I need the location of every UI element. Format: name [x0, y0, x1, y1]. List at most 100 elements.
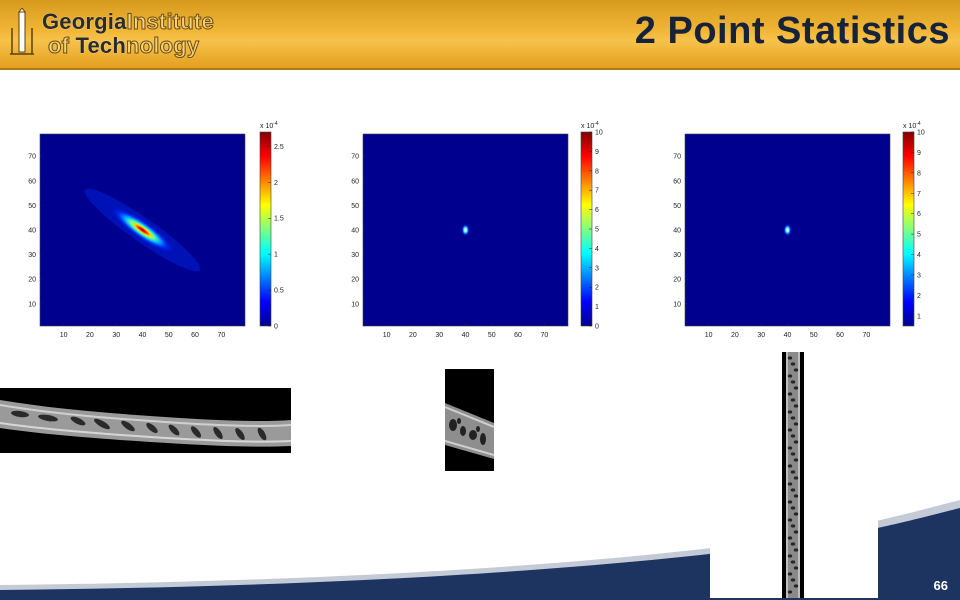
x-tick-label: 40	[462, 332, 470, 339]
y-tick-label: 30	[351, 252, 359, 259]
colorbar-tick-label: 0	[595, 324, 599, 331]
pore	[790, 380, 796, 384]
pore	[793, 404, 799, 408]
correlation-peak	[461, 224, 470, 236]
y-tick-label: 60	[673, 178, 681, 185]
colorbar-tick-label: 5	[595, 227, 599, 234]
pore	[787, 374, 793, 378]
pore	[790, 560, 796, 564]
colorbar-tick-label: 1	[595, 304, 599, 311]
pore	[790, 362, 796, 366]
x-tick-label: 10	[383, 332, 391, 339]
pore	[790, 506, 796, 510]
pore	[787, 518, 793, 522]
microstructure-image-1	[0, 388, 291, 453]
pore	[790, 452, 796, 456]
y-tick-label: 40	[351, 228, 359, 235]
colorbar-exponent: x 10-4	[260, 121, 278, 130]
microstructure-image-3	[710, 352, 878, 598]
heatmap-panel-3: 10 20 30 40 50 60 70 10 20 30 40 50 60 70 x 10-4 1 2 3 4 5 6…	[673, 121, 925, 339]
pore	[787, 536, 793, 540]
y-tick-label: 70	[673, 154, 681, 161]
heatmap-panel-1: 10 20 30 40 50 60 70 10 20 30 40 50 60 70 x 10-4 0 0.5 1 1…	[28, 121, 284, 339]
logo-line-1: GeorgiaInstitute	[42, 9, 214, 34]
pore	[790, 470, 796, 474]
pore	[787, 446, 793, 450]
y-tick-label: 20	[673, 277, 681, 284]
pore	[787, 428, 793, 432]
pore	[790, 434, 796, 438]
colorbar	[902, 131, 915, 327]
colorbar	[259, 131, 272, 327]
colorbar-tick-label: 9	[595, 149, 599, 156]
y-tick-label: 20	[351, 277, 359, 284]
x-tick-label: 70	[540, 332, 548, 339]
correlation-peak	[110, 206, 175, 254]
pore	[793, 458, 799, 462]
x-tick-label: 30	[112, 332, 120, 339]
y-tick-label: 30	[28, 252, 36, 259]
colorbar-tick-label: 5	[917, 232, 921, 239]
y-tick-label: 50	[28, 203, 36, 210]
pore	[790, 488, 796, 492]
x-tick-label: 60	[191, 332, 199, 339]
pore	[790, 542, 796, 546]
pore	[787, 590, 793, 594]
x-tick-label: 40	[784, 332, 792, 339]
x-tick-label: 50	[165, 332, 173, 339]
pore	[790, 398, 796, 402]
x-tick-label: 40	[139, 332, 147, 339]
y-tick-label: 60	[351, 178, 359, 185]
colorbar-tick-label: 8	[595, 168, 599, 175]
heatmap-panel-2: 10 20 30 40 50 60 70 10 20 30 40 50 60 70 x 10-4 0 1 2 3 4 5…	[351, 121, 603, 339]
pore	[793, 476, 799, 480]
colorbar-exponent: x 10-4	[903, 121, 921, 130]
colorbar-tick-label: 9	[917, 150, 921, 157]
pore	[787, 392, 793, 396]
pore	[787, 500, 793, 504]
colorbar-tick-label: 6	[917, 211, 921, 218]
colorbar-tick-label: 6	[595, 207, 599, 214]
y-tick-label: 10	[351, 301, 359, 308]
x-tick-label: 10	[60, 332, 68, 339]
colorbar-tick-label: 10	[595, 130, 603, 137]
x-tick-label: 20	[409, 332, 417, 339]
colorbar-tick-label: 1.5	[274, 216, 284, 223]
colorbar-tick-label: 7	[595, 188, 599, 195]
pore	[793, 512, 799, 516]
pore	[787, 572, 793, 576]
pore	[793, 530, 799, 534]
y-tick-label: 20	[28, 277, 36, 284]
pore	[790, 416, 796, 420]
colorbar-tick-label: 0	[274, 324, 278, 331]
colorbar-tick-label: 1	[917, 313, 921, 320]
pore	[787, 464, 793, 468]
colorbar-tick-label: 2	[917, 293, 921, 300]
x-tick-label: 50	[810, 332, 818, 339]
x-tick-label: 30	[435, 332, 443, 339]
x-tick-label: 70	[862, 332, 870, 339]
x-tick-label: 20	[731, 332, 739, 339]
slide-title: 2 Point Statistics	[634, 10, 950, 52]
colorbar-tick-label: 2.5	[274, 144, 284, 151]
pore	[787, 482, 793, 486]
y-tick-label: 70	[28, 154, 36, 161]
y-tick-label: 40	[28, 228, 36, 235]
colorbar-tick-label: 4	[595, 246, 599, 253]
y-tick-label: 50	[673, 203, 681, 210]
pore	[790, 578, 796, 582]
slide-header: GeorgiaInstitute of Technology 2 Point S…	[0, 0, 960, 70]
georgia-tech-logo: GeorgiaInstitute of Technology	[6, 6, 266, 62]
pore	[787, 410, 793, 414]
y-tick-label: 10	[28, 301, 36, 308]
colorbar-tick-label: 7	[917, 191, 921, 198]
correlation-peak	[783, 224, 792, 236]
x-tick-label: 50	[488, 332, 496, 339]
y-tick-label: 60	[28, 178, 36, 185]
page-number: 66	[933, 578, 948, 593]
colorbar-exponent: x 10-4	[581, 121, 599, 130]
pore	[793, 440, 799, 444]
x-tick-label: 60	[514, 332, 522, 339]
pore	[790, 524, 796, 528]
y-tick-label: 40	[673, 228, 681, 235]
